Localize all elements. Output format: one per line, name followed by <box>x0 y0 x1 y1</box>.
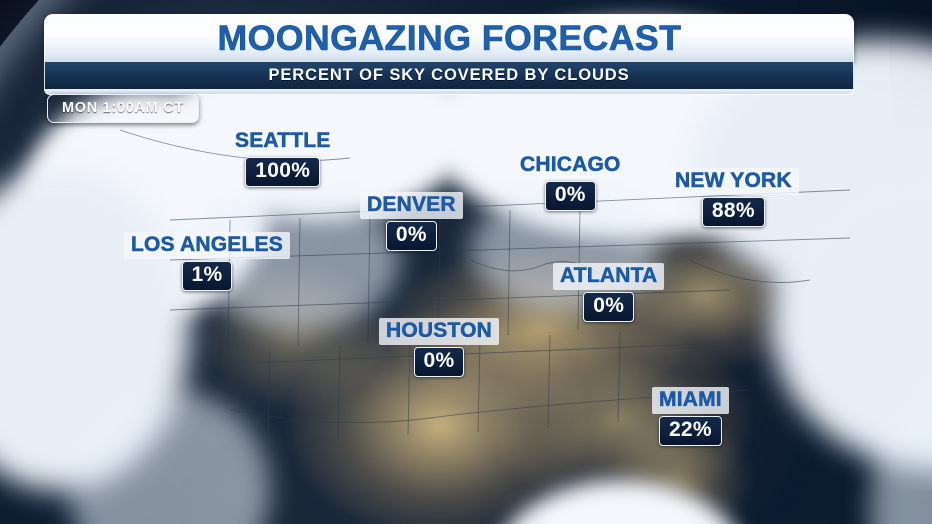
header-banner: MOONGAZING FORECAST PERCENT OF SKY COVER… <box>44 14 854 123</box>
cloud-cover-percent-chicago: 0% <box>544 181 596 211</box>
city-marker-los-angeles: LOS ANGELES 1% <box>124 232 290 291</box>
cloud-cover-percent-new-york: 88% <box>701 197 765 227</box>
city-marker-denver: DENVER 0% <box>360 192 463 251</box>
page-subtitle: PERCENT OF SKY COVERED BY CLOUDS <box>268 66 630 84</box>
city-marker-atlanta: ATLANTA 0% <box>553 263 665 322</box>
city-name-seattle: SEATTLE <box>228 128 338 156</box>
city-marker-miami: MIAMI 22% <box>652 387 729 446</box>
title-bar: MOONGAZING FORECAST <box>44 14 854 62</box>
city-marker-seattle: SEATTLE 100% <box>228 128 338 187</box>
timestamp-label: MON 1:00AM CT <box>62 100 184 116</box>
cloud-cover-percent-houston: 0% <box>413 347 465 377</box>
city-name-los-angeles: LOS ANGELES <box>124 232 290 260</box>
timestamp-badge: MON 1:00AM CT <box>47 94 199 123</box>
city-marker-new-york: NEW YORK 88% <box>668 168 799 227</box>
city-marker-chicago: CHICAGO 0% <box>513 152 628 211</box>
cloud-cover-percent-los-angeles: 1% <box>181 261 233 291</box>
city-name-miami: MIAMI <box>652 387 729 415</box>
subtitle-bar: PERCENT OF SKY COVERED BY CLOUDS <box>44 62 854 89</box>
city-name-atlanta: ATLANTA <box>553 263 665 291</box>
city-name-houston: HOUSTON <box>379 318 500 346</box>
cloud-cover-percent-miami: 22% <box>658 416 722 446</box>
cloud-cover-percent-seattle: 100% <box>245 157 321 187</box>
city-marker-houston: HOUSTON 0% <box>379 318 500 377</box>
cloud-cover-percent-atlanta: 0% <box>583 292 635 322</box>
city-name-denver: DENVER <box>360 192 463 220</box>
page-title: MOONGAZING FORECAST <box>217 18 681 58</box>
city-name-chicago: CHICAGO <box>513 152 628 180</box>
city-name-new-york: NEW YORK <box>668 168 799 196</box>
cloud-cover-percent-denver: 0% <box>385 221 437 251</box>
